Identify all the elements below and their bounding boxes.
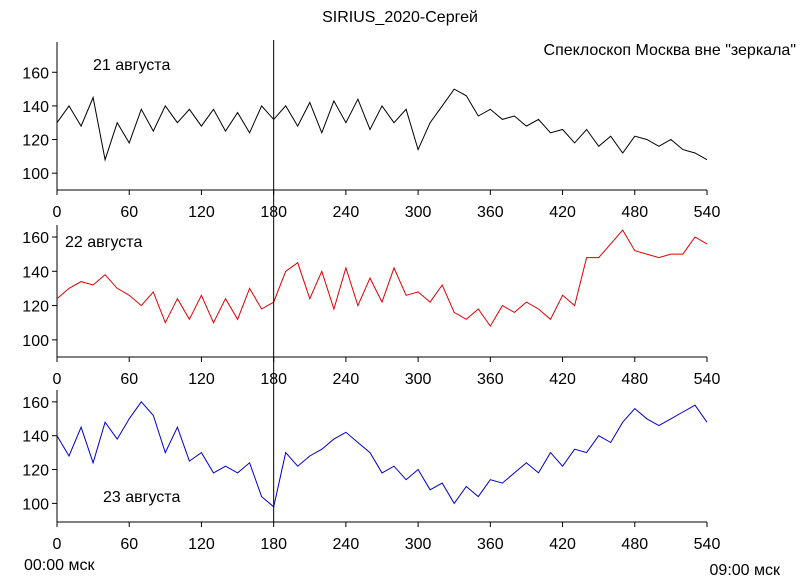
x-tick-label: 120 [188, 371, 215, 388]
y-tick-label: 140 [22, 429, 49, 446]
y-tick-label: 120 [22, 299, 49, 316]
y-tick-label: 100 [22, 166, 49, 183]
x-tick-label: 240 [333, 536, 360, 553]
start-label: 00:00 мск [24, 557, 95, 574]
data-line [56, 229, 708, 328]
x-tick-label: 540 [694, 371, 721, 388]
x-tick-label: 0 [53, 204, 62, 221]
y-tick-label: 100 [22, 333, 49, 350]
x-tick-label: 180 [260, 536, 287, 553]
y-tick-label: 140 [22, 264, 49, 281]
y-tick-label: 100 [22, 496, 49, 513]
panel-annotation: 22 августа [65, 234, 142, 251]
x-tick-label: 540 [694, 204, 721, 221]
x-tick-label: 480 [621, 371, 648, 388]
x-tick-label: 360 [477, 536, 504, 553]
x-tick-label: 480 [621, 204, 648, 221]
y-tick-label: 140 [22, 99, 49, 116]
x-tick-label: 120 [188, 204, 215, 221]
x-tick-label: 300 [405, 371, 432, 388]
x-tick-label: 360 [477, 204, 504, 221]
y-tick-label: 160 [22, 395, 49, 412]
y-tick-label: 120 [22, 133, 49, 150]
x-tick-label: 60 [120, 371, 138, 388]
x-tick-label: 300 [405, 204, 432, 221]
data-line [56, 88, 708, 162]
panel-annotation: 21 августа [93, 57, 170, 74]
x-tick-label: 420 [549, 204, 576, 221]
x-tick-label: 240 [333, 371, 360, 388]
x-tick-label: 0 [53, 536, 62, 553]
data-line [56, 400, 708, 508]
x-tick-label: 420 [549, 536, 576, 553]
y-tick-label: 160 [22, 230, 49, 247]
x-tick-label: 120 [188, 536, 215, 553]
x-tick-label: 60 [120, 536, 138, 553]
x-tick-label: 0 [53, 371, 62, 388]
x-tick-label: 240 [333, 204, 360, 221]
x-tick-label: 60 [120, 204, 138, 221]
chart-title: SIRIUS_2020-Сергей [322, 9, 478, 26]
x-tick-label: 540 [694, 536, 721, 553]
end-label: 09:00 мск [710, 562, 781, 579]
y-tick-label: 160 [22, 65, 49, 82]
x-tick-label: 360 [477, 371, 504, 388]
x-tick-label: 480 [621, 536, 648, 553]
panel-annotation: 23 августа [103, 489, 180, 506]
chart-subtitle: Спеклоскоп Москва вне "зеркала" [544, 42, 796, 59]
y-tick-label: 120 [22, 463, 49, 480]
x-tick-label: 420 [549, 371, 576, 388]
x-tick-label: 300 [405, 536, 432, 553]
